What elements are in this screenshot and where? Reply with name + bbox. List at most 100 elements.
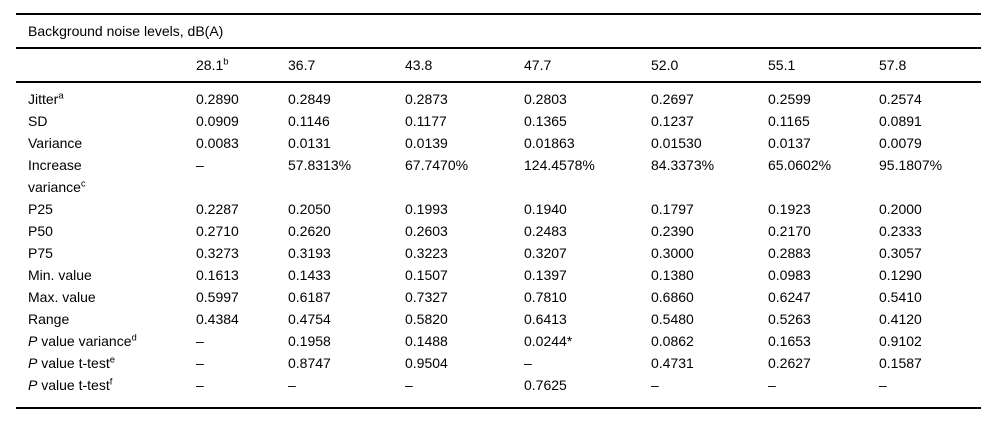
column-header-label: 43.8 [405, 57, 433, 73]
row-label-text: Min. value [28, 267, 92, 283]
row-label: P25 [16, 198, 196, 220]
data-cell: 0.5997 [196, 289, 239, 305]
data-cell: 0.7810 [524, 289, 567, 305]
data-cell: 0.6247 [768, 289, 811, 305]
data-cell: 0.1587 [879, 355, 922, 371]
data-cell: 0.2803 [524, 91, 567, 107]
data-cell: 0.0083 [196, 135, 239, 151]
table-row: P value varianced –0.1958 0.1488 0.0244* 0.0… [16, 330, 981, 352]
data-cell: 65.0602% [768, 157, 832, 173]
data-cell: 0.2710 [196, 223, 239, 239]
data-cell: 0.0131 [288, 135, 331, 151]
column-header-label: 36.7 [288, 57, 316, 73]
column-header: 57.8 [879, 48, 982, 83]
data-cell: – [768, 377, 776, 393]
data-cell: 0.7625 [524, 377, 567, 393]
data-cell: 0.2627 [768, 355, 811, 371]
data-cell: 0.3223 [405, 245, 448, 261]
data-cell: 67.7470% [405, 157, 469, 173]
column-header-label: 47.7 [524, 57, 552, 73]
table-row: P75 0.3273 0.3193 0.3223 0.3207 0.3000 0.2883 0… [16, 242, 981, 264]
data-cell: 0.3273 [196, 245, 239, 261]
data-cell: 0.6413 [524, 311, 567, 327]
data-cell: 84.3373% [651, 157, 715, 173]
table-row: Max. value 0.5997 0.6187 0.7327 0.7810 0.6860… [16, 286, 981, 308]
data-cell: 0.1507 [405, 267, 448, 283]
table-row: P25 0.2287 0.2050 0.1993 0.1940 0.1797 0.1923 0… [16, 198, 981, 220]
row-label-text: SD [28, 113, 48, 129]
data-cell: 0.2620 [288, 223, 331, 239]
column-header: 52.0 [651, 48, 768, 83]
data-cell: 0.2574 [879, 91, 922, 107]
row-label: Increase variancec [16, 154, 196, 198]
data-cell: 0.1365 [524, 113, 567, 129]
row-label-text: value variance [37, 333, 132, 349]
data-cell: 0.1237 [651, 113, 694, 129]
column-header-empty [16, 48, 196, 83]
data-cell: 0.2697 [651, 91, 694, 107]
data-cell: – [879, 377, 887, 393]
row-label: Jittera [16, 82, 196, 110]
data-cell: 0.6860 [651, 289, 694, 305]
data-cell: 0.3193 [288, 245, 331, 261]
column-header-label: 55.1 [768, 57, 796, 73]
data-cell: – [651, 377, 659, 393]
row-label-text: variance [28, 179, 81, 195]
data-cell: – [196, 377, 204, 393]
background-noise-table: Background noise levels, dB(A) 28.1b 36.7… [16, 13, 982, 409]
data-cell: 0.1433 [288, 267, 331, 283]
data-cell: 0.0909 [196, 113, 239, 129]
data-cell: 0.2603 [405, 223, 448, 239]
row-label: Range [16, 308, 196, 330]
row-label-text: P [28, 333, 38, 349]
row-label-text: Jitter [28, 91, 59, 107]
data-cell: 57.8313% [288, 157, 352, 173]
row-label-text: Variance [28, 135, 83, 151]
table-row: P value t-testf – – –0.7625– – – [16, 374, 981, 408]
data-cell: 0.0079 [879, 135, 922, 151]
row-label-text: P50 [28, 223, 53, 239]
data-cell: 0.2890 [196, 91, 239, 107]
data-cell: 0.1146 [288, 113, 330, 129]
data-cell: 0.1613 [196, 267, 239, 283]
table-row: SD 0.0909 0.1146 0.1177 0.1365 0.1237 0.1165 0.… [16, 110, 981, 132]
data-cell: – [196, 157, 204, 173]
data-cell: 0.2390 [651, 223, 694, 239]
data-cell: 0.2000 [879, 201, 922, 217]
data-cell: 0.1290 [879, 267, 922, 283]
row-label: Max. value [16, 286, 196, 308]
data-cell: 0.1653 [768, 333, 811, 349]
table-title: Background noise levels, dB(A) [16, 14, 982, 49]
table-row: Increase variancec – 57.8313% 67.7470% 124.45… [16, 154, 981, 198]
data-cell: 0.5263 [768, 311, 811, 327]
data-cell: 0.2873 [405, 91, 448, 107]
column-header: 55.1 [768, 48, 879, 83]
row-label: P75 [16, 242, 196, 264]
data-cell: 0.2333 [879, 223, 922, 239]
footnote-marker: c [80, 178, 86, 190]
row-label: Min. value [16, 264, 196, 286]
column-header: 36.7 [288, 48, 405, 83]
data-cell: 0.1797 [651, 201, 694, 217]
row-label-text: Range [28, 311, 70, 327]
column-header: 47.7 [524, 48, 651, 83]
data-cell: 0.3057 [879, 245, 922, 261]
data-cell: 0.1397 [524, 267, 567, 283]
row-label-text: Max. value [28, 289, 96, 305]
column-header-row: 28.1b 36.7 43.8 47.7 52.0 55.1 57.8 [16, 48, 982, 83]
data-cell: 0.0139 [405, 135, 448, 151]
row-label: P value t-teste [16, 352, 196, 374]
row-label-text: P25 [28, 201, 53, 217]
row-label-text: Increase [28, 157, 82, 173]
data-cell: 0.1177 [405, 113, 447, 129]
row-label: Variance [16, 132, 196, 154]
data-cell: 0.6187 [288, 289, 331, 305]
data-cell: 0.2050 [288, 201, 331, 217]
data-cell: 0.1958 [288, 333, 331, 349]
data-cell: 0.2849 [288, 91, 331, 107]
table-row: Variance 0.0083 0.0131 0.0139 0.01863 0.01530… [16, 132, 981, 154]
footnote-marker: e [109, 354, 116, 366]
data-cell: 0.0137 [768, 135, 811, 151]
data-cell: 0.3207 [524, 245, 567, 261]
data-cell: – [524, 355, 532, 371]
